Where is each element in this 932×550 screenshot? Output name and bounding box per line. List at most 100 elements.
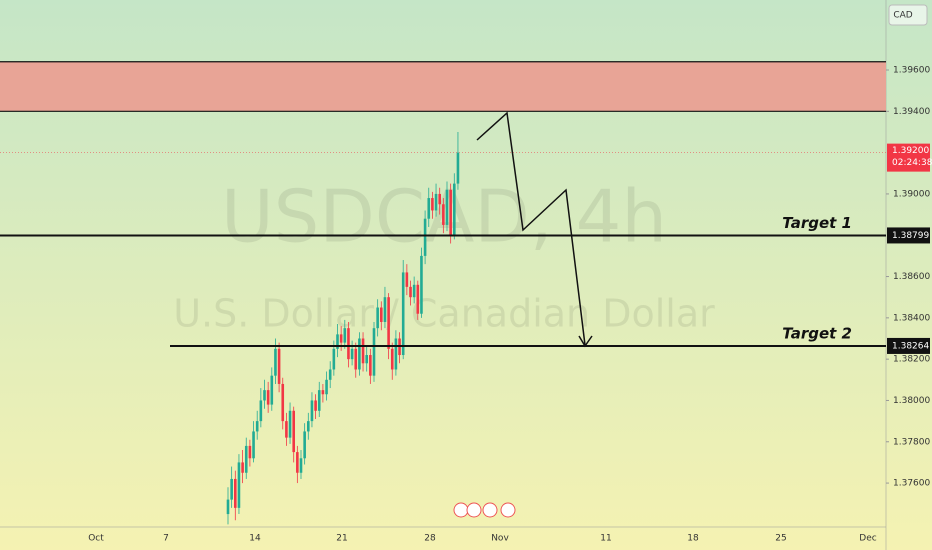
candle-body	[423, 218, 427, 256]
candle-body	[420, 255, 423, 314]
candle-body	[336, 334, 339, 349]
candle-body	[394, 338, 398, 370]
candle-body	[427, 198, 431, 219]
candle-body	[431, 198, 434, 211]
y-tick-label: 1.38400	[893, 313, 930, 323]
y-tick-label: 1.37600	[893, 479, 930, 489]
candle-body	[390, 348, 394, 370]
candle-body	[409, 286, 412, 298]
candle-body	[259, 400, 263, 422]
candle-body	[230, 478, 233, 500]
candle-body	[241, 462, 244, 473]
candle-body	[270, 375, 274, 405]
last-price-label: 1.39200	[892, 146, 929, 156]
candle-body	[266, 390, 270, 405]
candle-body	[325, 379, 328, 395]
candle-body	[361, 338, 365, 364]
candle-body	[263, 390, 266, 401]
target-price-label: 1.38264	[892, 341, 929, 351]
candle-body	[314, 400, 317, 411]
target-name: Target 2	[782, 324, 852, 342]
candle-body	[255, 421, 259, 432]
target-name: Target 1	[782, 214, 852, 232]
candle-body	[387, 297, 390, 349]
x-tick-label: 14	[249, 534, 261, 544]
candle-body	[281, 383, 285, 422]
plot	[0, 61, 886, 525]
candle-body	[449, 189, 452, 236]
y-tick-label: 1.37800	[893, 437, 930, 447]
target-price-box	[887, 227, 930, 244]
event-icon	[453, 502, 469, 518]
candle-body	[296, 452, 299, 473]
x-tick-label: 18	[687, 534, 699, 544]
x-tick-label: Dec	[859, 534, 876, 544]
candle-body	[442, 204, 445, 225]
event-icon	[482, 502, 498, 518]
candle-body	[274, 348, 277, 376]
candle-body	[358, 338, 361, 370]
candle-body	[317, 390, 321, 411]
candle-body	[226, 499, 230, 515]
y-tick-label: 1.38200	[893, 355, 930, 365]
candle-body	[343, 328, 347, 343]
candle-body	[369, 355, 372, 376]
candle-body	[307, 421, 310, 432]
x-tick-label: Oct	[88, 534, 104, 544]
candle-body	[445, 189, 449, 225]
last-price-box	[887, 143, 930, 172]
candle-body	[234, 478, 237, 508]
event-icons	[453, 502, 516, 518]
candle-body	[405, 272, 409, 287]
target-price-box	[887, 337, 930, 354]
candle-body	[277, 348, 281, 384]
y-tick-label: 1.38000	[893, 396, 930, 406]
event-icon	[500, 502, 516, 518]
y-tick-label: 1.38600	[893, 272, 930, 282]
x-tick-label: 28	[424, 534, 436, 544]
candle-body	[310, 400, 314, 422]
candle-body	[248, 445, 252, 459]
candle-body	[380, 307, 383, 322]
candle-body	[416, 284, 420, 314]
x-tick-label: 21	[336, 534, 347, 544]
candle-body	[303, 431, 306, 459]
watermark-subtitle: U.S. Dollar / Canadian Dollar	[173, 292, 715, 336]
candle-body	[412, 284, 416, 298]
x-tick-label: 7	[163, 534, 169, 544]
projection-arrow	[476, 111, 586, 346]
candle-body	[456, 152, 460, 184]
candle-body	[376, 307, 379, 329]
candle-body	[434, 193, 438, 211]
candle-body	[321, 390, 325, 395]
resistance-zone	[0, 61, 886, 112]
candle-body	[354, 348, 358, 370]
candle-body	[244, 445, 248, 473]
candle-body	[285, 421, 288, 438]
currency-box[interactable]	[888, 4, 928, 26]
candle-body	[328, 369, 332, 380]
x-tick-label: Nov	[491, 534, 509, 544]
candle-body	[237, 462, 241, 508]
candle-body	[372, 328, 376, 376]
currency-label[interactable]: CAD	[893, 11, 912, 21]
y-tick-label: 1.39400	[893, 107, 930, 117]
event-icon	[466, 502, 482, 518]
candle-body	[299, 458, 303, 473]
x-tick-label: 11	[600, 534, 611, 544]
y-tick-label: 1.39000	[893, 189, 930, 199]
candle-body	[339, 334, 343, 343]
candle-body	[350, 348, 354, 360]
target-price-label: 1.38799	[892, 231, 929, 241]
candle-body	[383, 297, 387, 322]
x-tick-label: 25	[775, 534, 786, 544]
candle-body	[401, 272, 405, 356]
candle-body	[438, 193, 441, 205]
candle-body	[453, 183, 456, 236]
candle-body	[292, 410, 295, 453]
y-tick-label: 1.39600	[893, 66, 930, 76]
candle-body	[365, 355, 368, 364]
candle-body	[252, 431, 255, 459]
candle-body	[347, 328, 350, 360]
